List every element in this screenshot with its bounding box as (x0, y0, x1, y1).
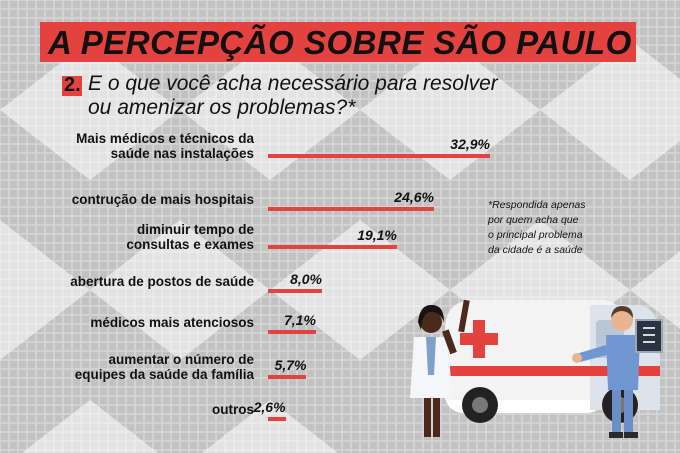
bar (268, 330, 316, 334)
bar (268, 154, 490, 158)
value-label: 8,0% (290, 271, 322, 287)
bar (268, 245, 397, 249)
value-label: 24,6% (394, 189, 434, 205)
question-number-highlight (62, 76, 82, 96)
bar (268, 289, 322, 293)
value-label: 5,7% (274, 357, 307, 373)
value-label: 7,1% (284, 312, 316, 328)
footnote: *Respondida apenas por quem acha que o p… (488, 199, 586, 256)
category-label: diminuir tempo de consultas e exames (126, 222, 254, 252)
category-label: médicos mais atenciosos (90, 314, 254, 330)
category-label: contrução de mais hospitais (71, 191, 254, 207)
category-label: Mais médicos e técnicos da saúde nas ins… (76, 131, 254, 161)
bar (268, 417, 286, 421)
category-label: outros (212, 401, 254, 417)
question-number-badge: 2. (62, 74, 90, 96)
title-banner: A PERCEPÇÃO SOBRE SÃO PAULO (40, 22, 636, 66)
value-label: 2,6% (253, 399, 286, 415)
page-title: A PERCEPÇÃO SOBRE SÃO PAULO (48, 24, 632, 61)
question-number: 2. (64, 74, 81, 96)
bar (268, 207, 434, 211)
category-label: aumentar o número de equipes da saúde da… (74, 352, 254, 382)
title-highlight (40, 22, 636, 62)
value-label: 32,9% (450, 136, 490, 152)
question-text: E o que você acha necessário para resolv… (88, 72, 498, 119)
value-label: 19,1% (357, 227, 397, 243)
bar (268, 375, 307, 379)
category-label: abertura de postos de saúde (70, 273, 254, 289)
